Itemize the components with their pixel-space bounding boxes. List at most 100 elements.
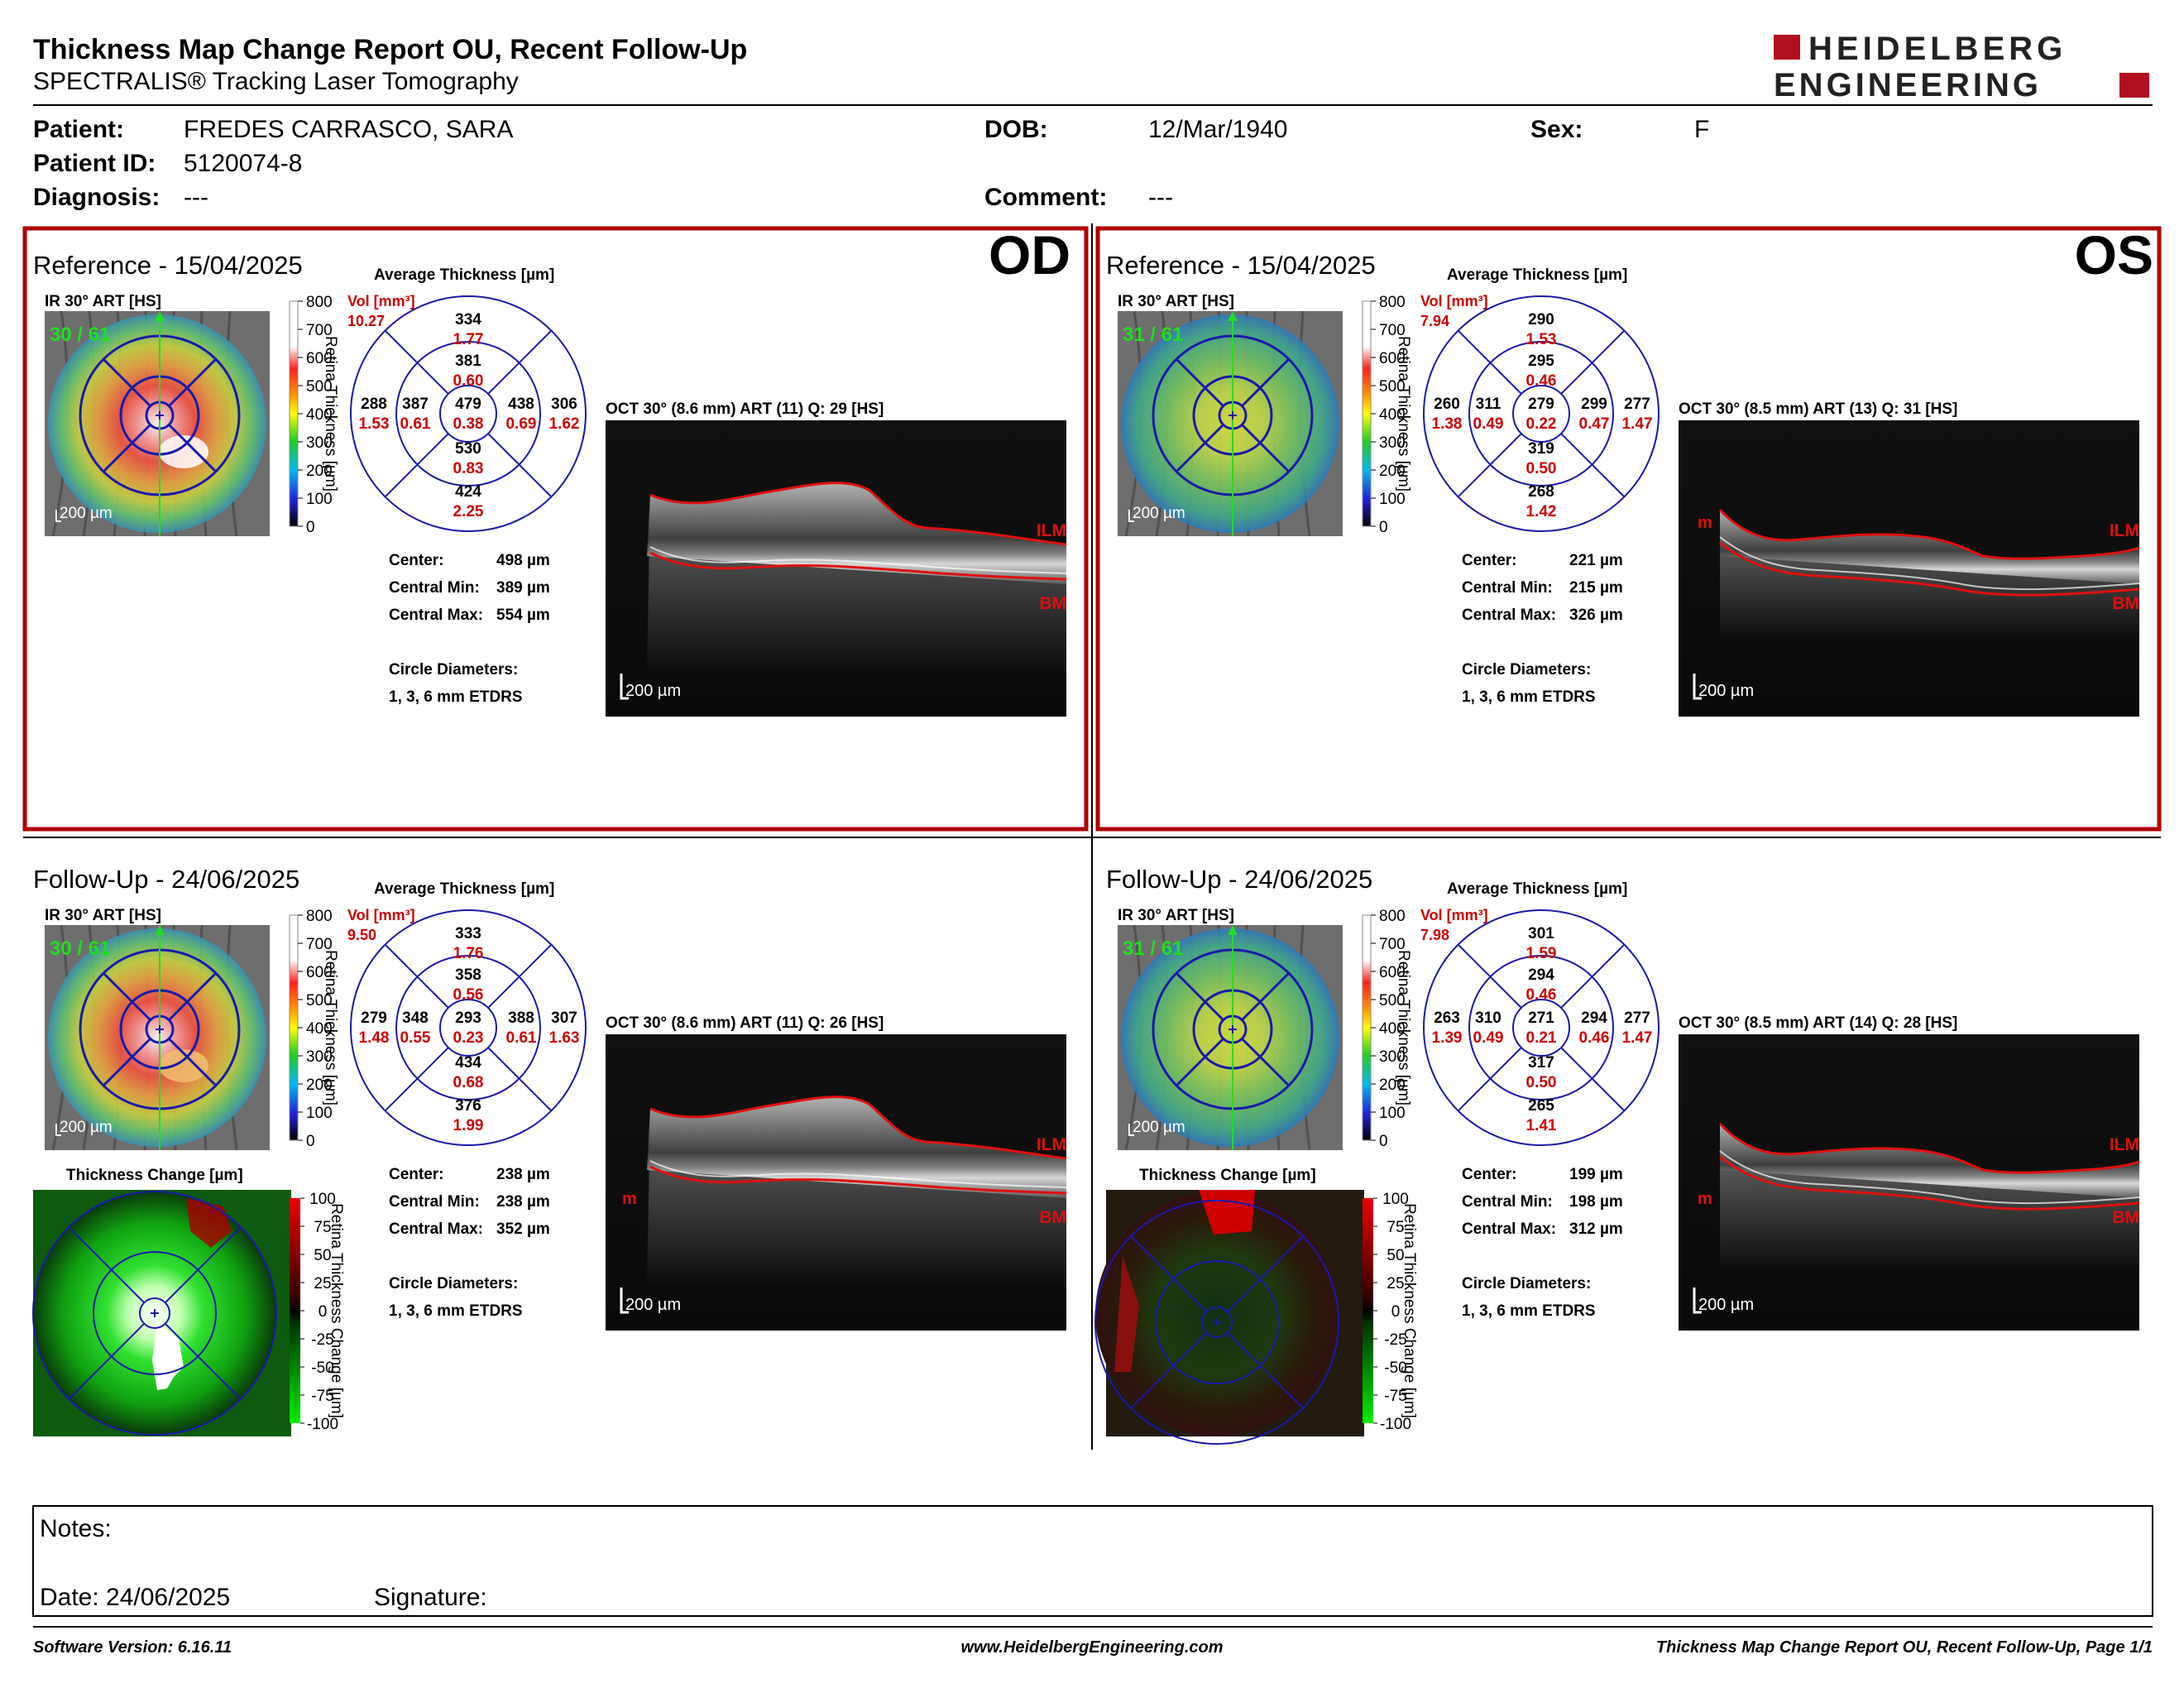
sector-volume-inner-t: 0.55 [400, 1029, 431, 1047]
sector-thickness-inner-i: 319 [1528, 440, 1554, 458]
change-tick-label: 50 [314, 1247, 331, 1264]
scale-tick-label: 600 [1379, 964, 1406, 981]
scale-tick-label: 300 [306, 434, 333, 452]
thickness-change-label: Thickness Change [µm] [66, 1167, 243, 1184]
circle-diameters-label: Circle Diameters: [389, 661, 518, 679]
bm-label: BM [2112, 594, 2139, 613]
logo-line2: ENGINEERING [1774, 67, 2042, 103]
circle-diameters-label: Circle Diameters: [1462, 1275, 1591, 1292]
notes-date: Date: 24/06/2025 [40, 1584, 230, 1611]
sector-thickness-outer-t: 260 [1434, 396, 1460, 413]
thickness-color-scale: 800 700 600 500 400 300 200 100 0 Retina Thicknes… [1362, 908, 1412, 1150]
sector-thickness-outer-s: 334 [455, 311, 481, 328]
stat-center-value: 238 µm [496, 1166, 550, 1183]
sector-volume-center: 0.21 [1526, 1029, 1557, 1047]
od-reference-frame [22, 226, 1089, 832]
sector-volume-inner-n: 0.61 [506, 1029, 537, 1047]
od-reference-panel: Reference - 15/04/2025 OD IR 30° ART [HS] 3… [33, 224, 1070, 717]
sector-volume-inner-n: 0.69 [506, 415, 537, 433]
etdrs-value-diagram: 293 0.23 358 0.56 434 0.68 348 0.55 388 0.61 333 1.… [350, 909, 587, 1146]
scale-bar-label: 200 µm [60, 1119, 113, 1136]
sector-volume-inner-i: 0.68 [453, 1074, 484, 1091]
scale-tick-label: 200 [306, 463, 333, 480]
oct-label: OCT 30° (8.5 mm) ART (13) Q: 31 [HS] [1679, 400, 1957, 418]
scale-tick-label: 100 [306, 491, 333, 508]
scale-tick-label: 100 [1379, 1105, 1406, 1122]
notes-signature: Signature: [374, 1584, 487, 1611]
thickness-map [45, 924, 270, 1151]
sector-volume-outer-n: 1.47 [1622, 415, 1653, 433]
change-tick-label: 0 [1391, 1303, 1401, 1321]
scale-tick-label: 200 [1379, 463, 1406, 480]
scale-tick-label: 400 [306, 1020, 333, 1038]
avg-thickness-label: Average Thickness [µm] [374, 266, 554, 284]
change-tick-label: 25 [1387, 1275, 1404, 1292]
sector-volume-inner-t: 0.61 [400, 415, 431, 433]
sector-thickness-inner-n: 388 [508, 1009, 534, 1027]
scale-tick-label: 300 [1379, 434, 1406, 452]
stat-max-label: Central Max: [1462, 1220, 1556, 1238]
change-tick-label: 50 [1387, 1247, 1404, 1264]
bm-label: BM [1039, 1208, 1066, 1227]
frame-count: 31 / 61 [1123, 324, 1183, 346]
sector-thickness-outer-i: 265 [1528, 1097, 1554, 1115]
ilm-label: ILM [1037, 1135, 1066, 1154]
thickness-change-map [32, 1190, 291, 1436]
avg-thickness-label: Average Thickness [µm] [1447, 266, 1627, 284]
sector-thickness-center: 293 [455, 1009, 481, 1027]
scale-tick-label: 800 [306, 294, 333, 311]
sector-volume-outer-i: 1.99 [453, 1117, 484, 1134]
thickness-color-scale: 800 700 600 500 400 300 200 100 0 Retina Thicknes… [1362, 294, 1412, 536]
stat-min-value: 215 µm [1569, 579, 1623, 597]
comment-value: --- [1148, 184, 1173, 211]
oct-scan [1679, 420, 2140, 717]
thickness-stats: Center: 498 µm Central Min: 389 µm Central M… [389, 552, 550, 706]
thickness-stats: Center: 238 µm Central Min: 238 µm Central M… [389, 1166, 550, 1320]
scale-tick-label: 100 [306, 1105, 333, 1122]
sector-thickness-inner-i: 317 [1528, 1054, 1554, 1072]
thickness-map [1118, 310, 1343, 537]
sector-thickness-outer-i: 376 [455, 1097, 481, 1115]
panel-date-title: Follow-Up - 24/06/2025 [33, 865, 299, 894]
vol-total: 9.50 [347, 927, 376, 943]
stat-center-label: Center: [1462, 1166, 1517, 1183]
sector-thickness-outer-n: 306 [551, 396, 577, 413]
vol-label: Vol [mm³] [1420, 907, 1488, 923]
scale-tick-label: 600 [1379, 350, 1406, 367]
comment-label: Comment: [984, 184, 1107, 211]
ilm-label: ILM [2110, 521, 2139, 540]
sector-thickness-outer-s: 290 [1528, 311, 1554, 328]
sex-value: F [1694, 116, 1709, 143]
ilm-m-label: m [1698, 514, 1712, 532]
report-title: Thickness Map Change Report OU, Recent F… [33, 34, 747, 65]
vol-total: 7.98 [1420, 927, 1449, 943]
scale-axis-label: Retina Thickness [µm] [322, 336, 339, 492]
sector-volume-center: 0.23 [453, 1029, 484, 1047]
dob-label: DOB: [984, 116, 1048, 143]
sector-thickness-inner-n: 299 [1581, 396, 1607, 413]
change-tick-label: -100 [1380, 1416, 1411, 1433]
sector-thickness-outer-n: 307 [551, 1009, 577, 1027]
scale-tick-label: 500 [306, 992, 333, 1009]
oct-scan [606, 420, 1067, 717]
stat-max-label: Central Max: [389, 607, 483, 624]
sector-volume-inner-i: 0.83 [453, 460, 484, 477]
change-axis-label: Retina Thickness Change [µm] [1401, 1203, 1418, 1418]
diagnosis-label: Diagnosis: [33, 184, 160, 211]
logo-line1: HEIDELBERG [1808, 31, 2067, 67]
circle-diameters-label: Circle Diameters: [1462, 661, 1591, 679]
sector-volume-inner-t: 0.49 [1473, 1029, 1504, 1047]
thickness-stats: Center: 221 µm Central Min: 215 µm Central M… [1462, 552, 1623, 706]
patient-name: FREDES CARRASCO, SARA [184, 116, 513, 143]
sector-thickness-inner-t: 310 [1475, 1009, 1502, 1027]
sector-thickness-inner-s: 381 [455, 352, 481, 370]
sex-label: Sex: [1530, 116, 1583, 143]
scale-tick-label: 200 [1379, 1077, 1406, 1094]
ir-label: IR 30° ART [HS] [1118, 293, 1234, 310]
oct-scale-bar-label: 200 µm [1698, 682, 1754, 700]
sector-volume-outer-i: 2.25 [453, 503, 484, 520]
stat-max-value: 554 µm [496, 607, 550, 624]
scale-tick-label: 600 [306, 964, 333, 981]
